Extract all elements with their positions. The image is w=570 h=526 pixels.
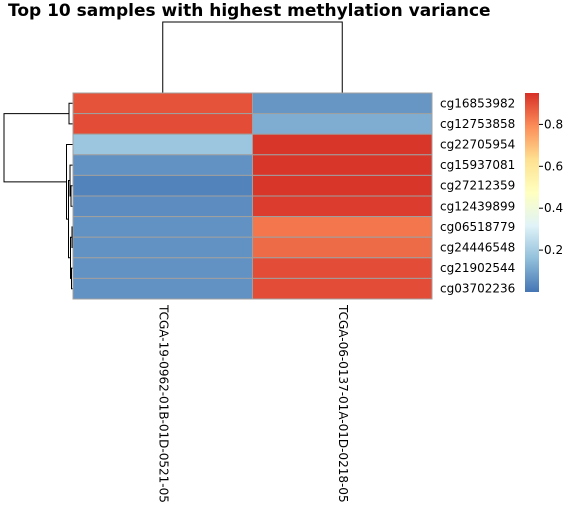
- row-label-cg21902544: cg21902544: [440, 261, 515, 275]
- heatmap-cell-cg12753858-col1: [72, 113, 253, 135]
- heatmap-cell-cg15937081-col2: [252, 154, 433, 176]
- colorbar-gradient: [525, 93, 539, 292]
- heatmap-cell-cg12439899-col1: [72, 195, 253, 218]
- heatmap-cell-cg21902544-col1: [72, 257, 253, 279]
- row-label-cg22705954: cg22705954: [440, 138, 515, 152]
- heatmap-cell-cg12753858-col2: [252, 113, 433, 135]
- column-labels: TCGA-19-0962-01B-01D-0521-05 TCGA-06-0137…: [156, 304, 350, 503]
- row-dendrogram-branch-a: [68, 102, 73, 125]
- heatmap-cell-cg16853982-col1: [72, 92, 253, 115]
- heatmap-cells: [72, 92, 433, 300]
- colorbar-tick-label: 0.8: [544, 117, 563, 131]
- row-label-cg06518779: cg06518779: [440, 220, 515, 234]
- heatmap-cell-cg27212359-col1: [72, 174, 253, 197]
- heatmap-cell-cg22705954-col1: [72, 133, 253, 156]
- row-dendrogram-root: [3, 113, 69, 183]
- heatmap-cell-cg22705954-col2: [252, 133, 433, 156]
- row-label-cg03702236: cg03702236: [440, 282, 515, 296]
- heatmap-cell-cg03702236-col1: [72, 277, 253, 300]
- colorbar: 0.2 0.4 0.6 0.8: [525, 93, 563, 292]
- heatmap-cell-cg12439899-col2: [252, 195, 433, 218]
- column-label-2: TCGA-06-0137-01A-01D-0218-05: [336, 304, 350, 503]
- row-label-cg12753858: cg12753858: [440, 117, 515, 131]
- colorbar-tick-label: 0.6: [544, 159, 563, 173]
- column-dendrogram-branch: [162, 21, 343, 93]
- heatmap-cell-cg06518779-col2: [252, 216, 433, 238]
- colorbar-tick-label: 0.4: [544, 201, 563, 215]
- heatmap-cell-cg27212359-col2: [252, 174, 433, 197]
- column-dendrogram: [162, 21, 343, 93]
- heatmap-cell-cg06518779-col1: [72, 216, 253, 238]
- row-label-cg12439899: cg12439899: [440, 199, 515, 213]
- chart-title: Top 10 samples with highest methylation …: [8, 1, 491, 21]
- heatmap-cell-cg03702236-col2: [252, 277, 433, 300]
- row-dendrogram: [3, 102, 73, 290]
- row-label-cg16853982: cg16853982: [440, 96, 515, 110]
- row-label-cg15937081: cg15937081: [440, 158, 515, 172]
- heatmap-cell-cg15937081-col1: [72, 154, 253, 176]
- row-label-cg24446548: cg24446548: [440, 241, 515, 255]
- row-label-cg27212359: cg27212359: [440, 179, 515, 193]
- row-labels: cg16853982 cg12753858 cg22705954 cg15937081…: [440, 96, 515, 295]
- heatmap-cell-cg21902544-col2: [252, 257, 433, 279]
- heatmap-cell-cg16853982-col2: [252, 92, 433, 115]
- colorbar-tick-label: 0.2: [544, 243, 563, 257]
- column-label-1: TCGA-19-0962-01B-01D-0521-05: [156, 304, 170, 503]
- heatmap-cell-cg24446548-col1: [72, 236, 253, 259]
- heatmap-cell-cg24446548-col2: [252, 236, 433, 259]
